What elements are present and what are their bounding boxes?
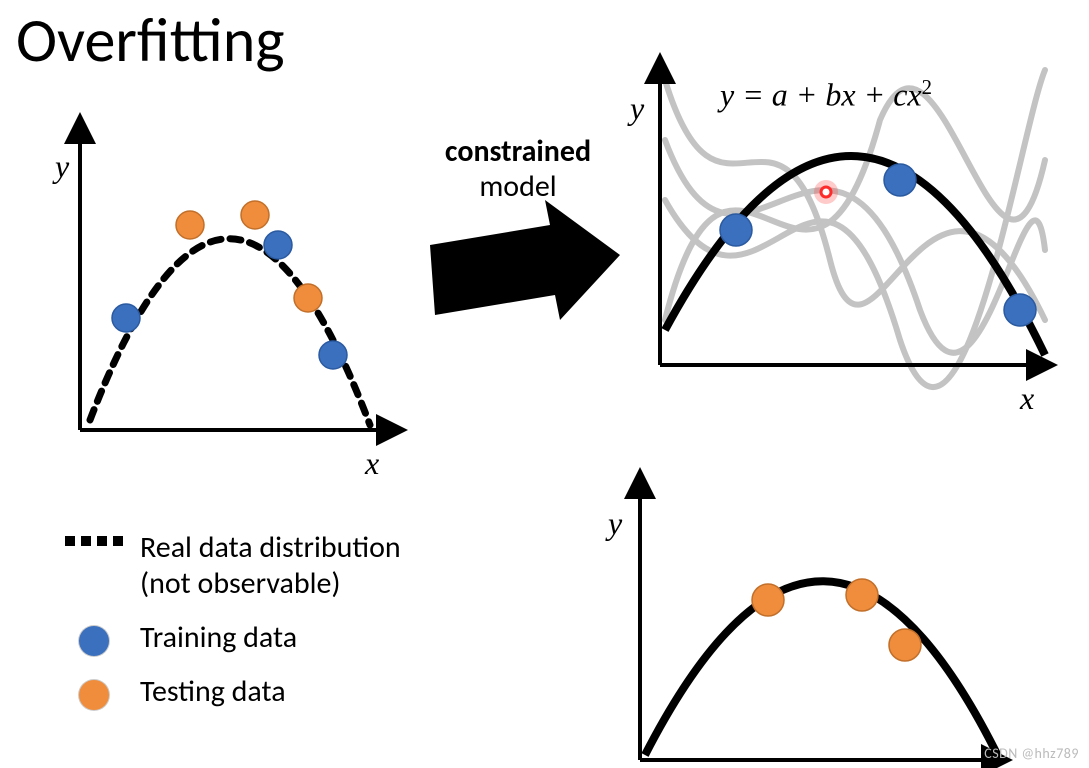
legend: Real data distribution (not observable) … xyxy=(70,530,401,728)
legend-dashed-line1: Real data distribution xyxy=(140,529,401,566)
red-dot xyxy=(814,180,838,204)
big-arrow-icon xyxy=(430,200,620,320)
axis-label-x: x xyxy=(365,445,379,482)
test-point xyxy=(294,284,322,312)
train-point xyxy=(112,304,140,332)
legend-dashed-line2: (not observable) xyxy=(140,565,341,602)
legend-test-label: Testing data xyxy=(140,674,286,710)
plot-right-bottom xyxy=(640,475,1005,760)
train-point xyxy=(884,164,916,196)
axis-label-x: x xyxy=(1020,380,1034,417)
legend-train-label: Training data xyxy=(140,620,297,656)
bottom-points xyxy=(752,579,921,661)
legend-row-dashed: Real data distribution (not observable) xyxy=(70,530,401,602)
train-point xyxy=(319,341,347,369)
plot-left xyxy=(80,120,400,430)
train-point xyxy=(1004,294,1036,326)
dashed-swatch-icon xyxy=(70,530,118,546)
eq-body: y = a + bx + cx xyxy=(720,77,922,113)
test-point xyxy=(752,584,784,616)
left-points xyxy=(112,201,347,369)
arrow-label-line2: model xyxy=(479,168,556,205)
legend-row-train: Training data xyxy=(70,620,401,656)
axis-label-y: y xyxy=(55,148,69,185)
dashed-curve xyxy=(90,239,370,425)
test-point xyxy=(241,201,269,229)
fitted-curve xyxy=(645,581,1000,760)
test-point xyxy=(176,211,204,239)
axis-label-y: y xyxy=(608,505,622,542)
train-dot-icon xyxy=(79,626,109,656)
test-point xyxy=(889,629,921,661)
test-dot-icon xyxy=(79,680,109,710)
arrow-label-line1: constrained xyxy=(445,133,591,170)
legend-row-test: Testing data xyxy=(70,674,401,710)
train-point xyxy=(264,231,292,259)
test-point xyxy=(846,579,878,611)
equation: y = a + bx + cx2 xyxy=(720,76,932,114)
arrow-label: constrained model xyxy=(408,135,628,204)
axis-label-y: y xyxy=(630,90,644,127)
watermark: CSDN @hhz789 xyxy=(984,745,1079,762)
eq-sup: 2 xyxy=(922,76,932,99)
train-point xyxy=(720,214,752,246)
